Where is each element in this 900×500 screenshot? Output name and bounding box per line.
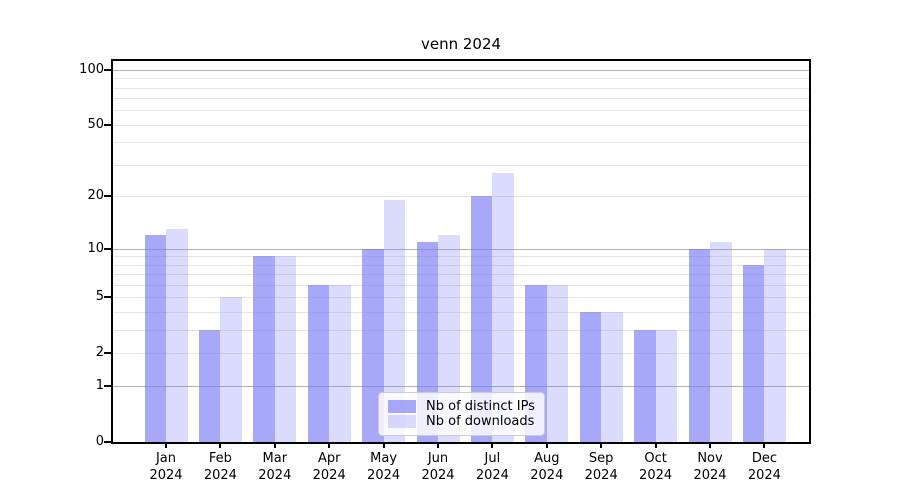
y-tick-mark	[104, 123, 111, 126]
x-tick-label: Oct 2024	[639, 451, 673, 483]
y-tick-mark	[104, 385, 111, 388]
gridline-minor	[113, 312, 809, 314]
bar-distinct-ips	[634, 330, 656, 442]
x-tick-label: May 2024	[367, 451, 401, 483]
x-tick-mark	[437, 443, 439, 448]
legend-swatch-distinct-ips	[388, 400, 416, 413]
bar-downloads	[492, 173, 514, 442]
bar-downloads	[655, 330, 678, 442]
chart-title: venn 2024	[420, 35, 502, 53]
legend-label-downloads: Nb of downloads	[426, 414, 535, 429]
bar-distinct-ips	[253, 256, 275, 442]
legend-item-downloads: Nb of downloads	[388, 415, 535, 428]
bar-distinct-ips	[470, 196, 493, 442]
bar-downloads	[274, 256, 297, 442]
y-tick-mark	[104, 68, 111, 71]
bar-distinct-ips	[579, 312, 602, 442]
bar-downloads	[546, 285, 569, 442]
bar-downloads	[710, 241, 732, 442]
x-tick-label: Jun 2024	[421, 451, 455, 483]
y-tick-label: 1	[95, 378, 104, 394]
bar-distinct-ips	[742, 264, 765, 442]
legend-item-distinct-ips: Nb of distinct IPs	[388, 400, 535, 413]
y-tick-mark	[104, 441, 111, 443]
x-tick-label: Dec 2024	[747, 451, 781, 483]
gridline-minor	[113, 285, 809, 287]
x-tick-label: Feb 2024	[203, 451, 237, 483]
gridline-major	[113, 69, 809, 71]
x-tick-label: Mar 2024	[258, 451, 292, 483]
gridline-major	[113, 386, 809, 388]
bar-distinct-ips	[307, 285, 330, 442]
y-tick-mark	[104, 296, 111, 299]
x-tick-mark	[763, 443, 766, 448]
x-tick-mark	[165, 443, 167, 448]
x-tick-mark	[328, 443, 331, 448]
x-tick-label: Jul 2024	[475, 451, 509, 483]
y-tick-label: 10	[87, 240, 104, 256]
bar-downloads	[764, 248, 786, 442]
bar-downloads	[601, 312, 623, 442]
gridline-minor	[113, 353, 809, 355]
legend: Nb of distinct IPs Nb of downloads	[378, 392, 545, 436]
x-tick-mark	[600, 443, 603, 448]
bar-distinct-ips	[688, 248, 710, 442]
gridline-minor	[113, 274, 809, 276]
gridline-minor	[113, 196, 809, 198]
gridline-minor	[113, 256, 809, 258]
gridline-minor	[113, 264, 809, 266]
legend-swatch-downloads	[388, 415, 416, 428]
gridline-minor	[113, 165, 809, 167]
bar-distinct-ips	[144, 235, 166, 442]
y-tick-label: 50	[87, 116, 104, 132]
gridline-minor	[113, 330, 809, 332]
x-tick-mark	[273, 443, 276, 448]
gridline-minor	[113, 110, 809, 112]
x-tick-mark	[382, 443, 385, 448]
x-tick-mark	[654, 443, 657, 448]
gridline-major	[113, 248, 809, 250]
gridline-minor	[113, 297, 809, 299]
y-tick-mark	[104, 352, 111, 355]
x-tick-label: Sep 2024	[584, 451, 618, 483]
y-tick-label: 0	[95, 434, 104, 449]
gridline-minor	[113, 87, 809, 89]
bar-downloads	[329, 285, 351, 442]
x-tick-label: Apr 2024	[312, 451, 346, 483]
y-tick-label: 20	[87, 188, 104, 204]
gridline-minor	[113, 124, 809, 126]
y-tick-label: 100	[79, 61, 104, 77]
x-tick-mark	[545, 443, 548, 448]
x-tick-mark	[219, 443, 222, 448]
x-tick-label: Nov 2024	[693, 451, 727, 483]
bar-downloads	[383, 200, 406, 442]
bar-distinct-ips	[198, 330, 221, 442]
bar-distinct-ips	[416, 241, 438, 442]
bar-downloads	[438, 235, 460, 442]
x-tick-mark	[491, 443, 494, 448]
y-tick-label: 5	[95, 289, 104, 305]
gridline-minor	[113, 78, 809, 80]
y-tick-mark	[104, 195, 111, 198]
gridline-minor	[113, 142, 809, 144]
y-tick-mark	[104, 247, 111, 250]
bar-downloads	[220, 297, 242, 442]
x-tick-label: Aug 2024	[530, 451, 564, 483]
gridline-minor	[113, 98, 809, 100]
x-tick-label: Jan 2024	[149, 451, 183, 483]
bar-downloads	[166, 229, 188, 442]
y-tick-label: 2	[95, 345, 104, 361]
x-tick-mark	[709, 443, 711, 448]
legend-label-distinct-ips: Nb of distinct IPs	[426, 399, 535, 414]
